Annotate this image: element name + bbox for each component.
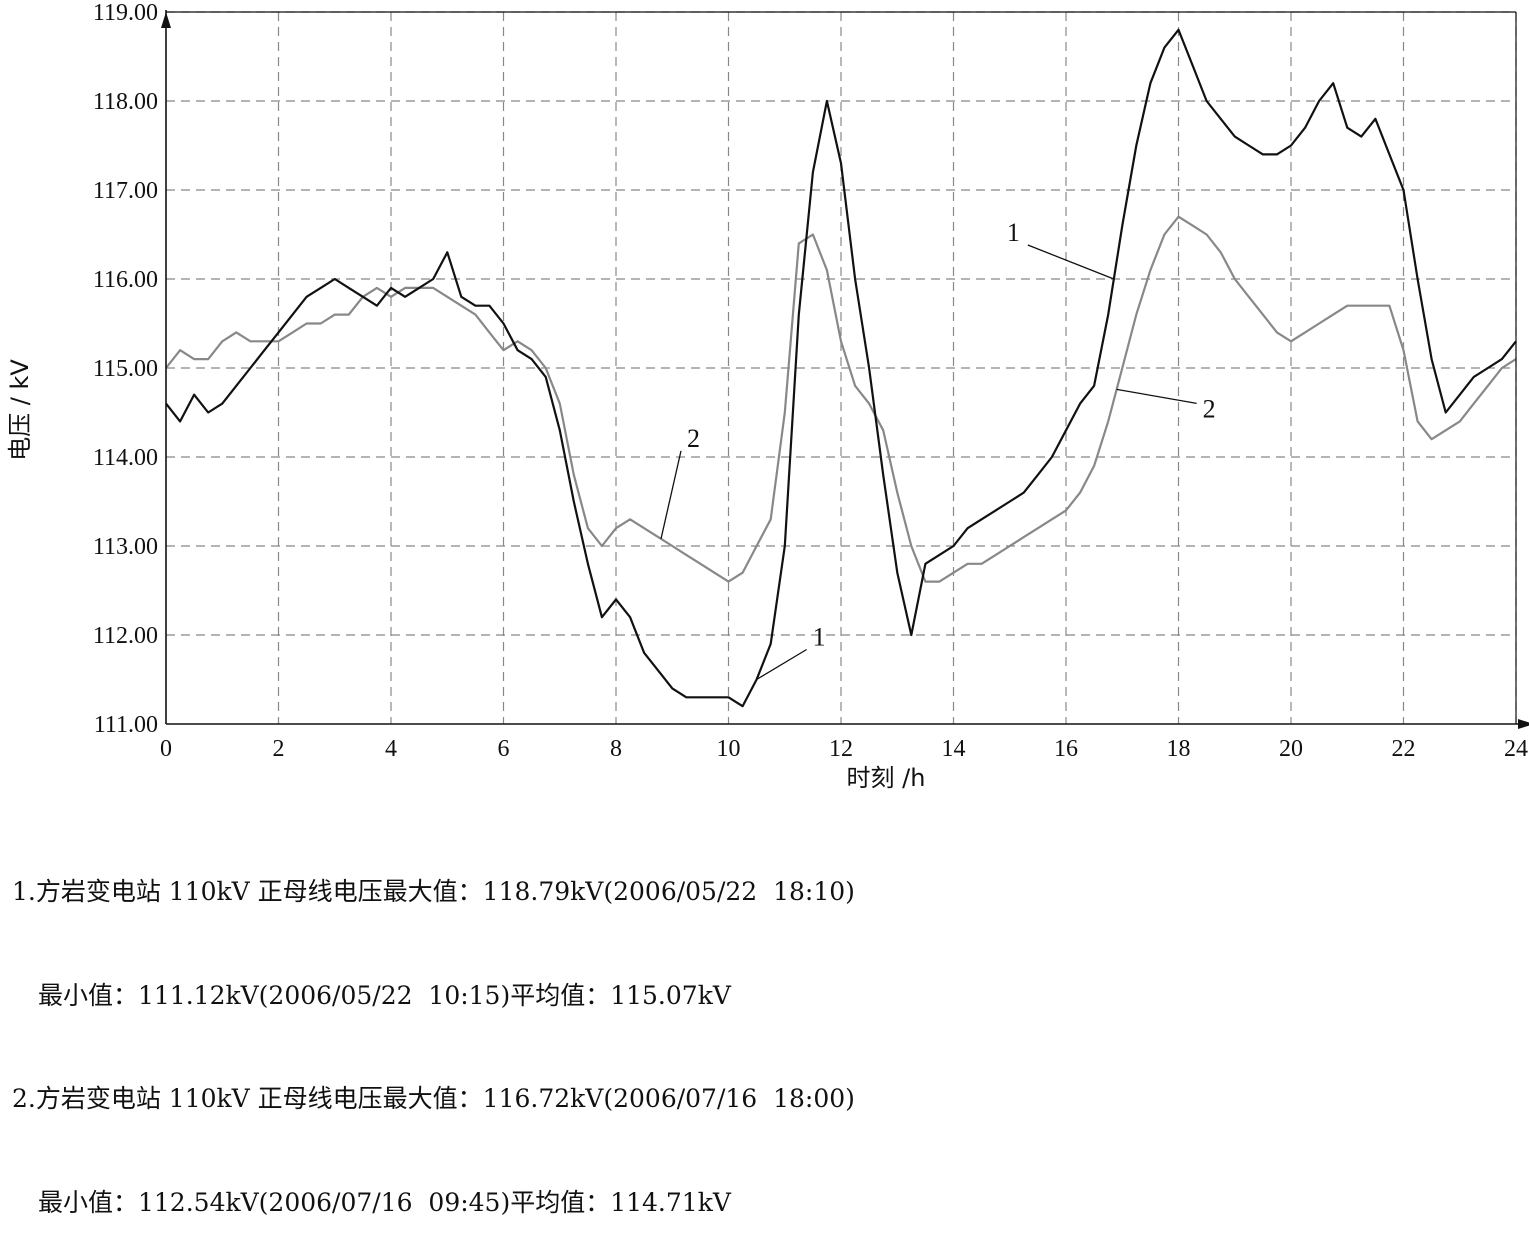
axes: [161, 10, 1529, 729]
x-tick-label: 6: [498, 736, 510, 762]
x-tick-label: 8: [610, 736, 622, 762]
x-tick-label: 24: [1504, 736, 1528, 762]
x-axis-arrow: [1518, 719, 1529, 729]
series-layer: [165, 28, 1517, 708]
note-series-1-min-avg: 最小值：111.12kV(2006/05/22 10:15)平均值：115.07…: [38, 980, 731, 1010]
y-axis-label: 电压 / kV: [6, 359, 34, 461]
x-tick-label: 20: [1279, 736, 1303, 762]
y-tick-label: 119.00: [93, 0, 158, 26]
series-line-2: [165, 215, 1517, 583]
y-tick-label: 116.00: [93, 267, 158, 293]
statistics-notes: 1.方岩变电站 110kV 正母线电压最大值：118.79kV(2006/05/…: [12, 806, 855, 1255]
x-tick-label: 18: [1167, 736, 1191, 762]
series-line-1: [165, 28, 1517, 708]
annotation-leader: [756, 648, 807, 681]
annotation-leader: [1116, 388, 1197, 405]
y-tick-label: 112.00: [93, 623, 158, 649]
y-tick-label: 113.00: [93, 534, 158, 560]
y-tick-label: 111.00: [94, 712, 158, 738]
x-tick-label: 14: [942, 736, 966, 762]
x-tick-label: 22: [1392, 736, 1416, 762]
x-tick-label: 0: [160, 736, 172, 762]
annotation-label: 1: [813, 623, 826, 652]
y-axis-arrow: [161, 12, 171, 28]
x-tick-label: 2: [273, 736, 285, 762]
annotation-leader: [1027, 244, 1115, 280]
x-tick-label: 10: [717, 736, 741, 762]
y-tick-label: 114.00: [93, 445, 158, 471]
annotation-label: 2: [1203, 394, 1216, 423]
tick-labels: 0 2 4 6 8 10 12 14 16 18 20 22 24111.00112.00113.001…: [93, 0, 1528, 762]
annotation-label: 2: [687, 424, 700, 453]
y-tick-label: 118.00: [93, 89, 158, 115]
note-series-2-max: 2.方岩变电站 110kV 正母线电压最大值：116.72kV(2006/07/…: [12, 1084, 855, 1113]
note-series-1-max: 1.方岩变电站 110kV 正母线电压最大值：118.79kV(2006/05/…: [12, 877, 855, 906]
x-axis-label: 时刻 /h: [847, 764, 926, 792]
annotation-leader: [660, 450, 682, 540]
x-tick-label: 4: [385, 736, 397, 762]
note-series-2-min-avg: 最小值：112.54kV(2006/07/16 09:45)平均值：114.71…: [38, 1187, 731, 1217]
x-tick-label: 16: [1054, 736, 1078, 762]
annotation-label: 1: [1007, 218, 1020, 247]
voltage-line-chart: 0 2 4 6 8 10 12 14 16 18 20 22 24111.00112.00113.001…: [6, 0, 1529, 792]
x-tick-label: 12: [829, 736, 853, 762]
annotations: 1 1 2 2: [660, 218, 1216, 681]
y-tick-label: 115.00: [93, 356, 158, 382]
y-tick-label: 117.00: [93, 178, 158, 204]
grid-lines: [166, 11, 1517, 724]
